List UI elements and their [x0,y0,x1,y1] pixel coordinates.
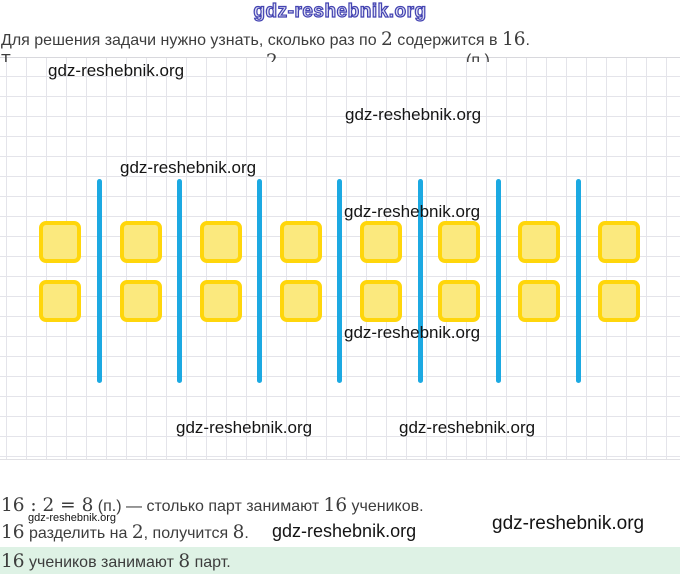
student-square [120,221,162,263]
student-square [518,221,560,263]
site-watermark: gdz-reshebnik.org [344,202,481,221]
text-segment: содержится в [392,32,502,49]
answer-text: 16 учеников занимают 8 парт. [1,550,231,573]
student-square [598,221,640,263]
math-number: 2 [131,522,144,543]
student-square [39,280,81,322]
math-number: 16 [501,29,526,50]
site-watermark-header: gdz-reshebnik.org [253,0,427,22]
math-number: 16 [1,551,25,572]
desk-divider-line [576,179,581,383]
text-segment: учеников занимают [24,554,179,571]
clipped-text: (п.) [466,53,490,62]
text-segment: , получится [143,525,233,542]
student-square [438,280,480,322]
solution-line-2: 16 разделить на 2, получится 8. [1,521,249,544]
clipped-text: 2 [266,53,278,62]
site-watermark: gdz-reshebnik.org [344,323,481,342]
student-square [200,280,242,322]
student-square [518,280,560,322]
site-watermark: gdz-reshebnik.org [48,61,185,80]
desk-divider-line [496,179,501,383]
student-square [280,280,322,322]
student-square [598,280,640,322]
math-number: 16 : 2 = 8 [1,495,94,516]
clipped-line-fragment: 2 [266,53,278,62]
student-square [200,221,242,263]
intro-text: Для решения задачи нужно узнать, сколько… [1,28,530,51]
student-square [438,221,480,263]
math-number: 2 [381,29,393,50]
clipped-line-fragment: Т [1,53,11,62]
site-watermark: gdz-reshebnik.org [28,512,117,524]
text-segment: . [525,32,530,49]
math-number: 16 [1,522,25,543]
math-number: 8 [232,522,245,543]
math-number: 8 [178,551,191,572]
site-watermark: gdz-reshebnik.org [176,418,313,437]
student-square [120,280,162,322]
text-segment: разделить на [24,525,132,542]
student-square [360,221,402,263]
text-segment: учеников. [347,498,424,515]
desk-divider-line [418,179,423,383]
solution-line-1: 16 : 2 = 8 (п.) — столько парт занимают … [1,494,424,517]
text-segment: Для решения задачи нужно узнать, сколько… [1,32,382,49]
clipped-text: Т [1,53,11,62]
text-segment: парт. [190,554,231,571]
text-segment: (п.) — столько парт занимают [93,498,324,515]
desk-divider-line [97,179,102,383]
answer-highlight-band [0,547,680,574]
math-number: 16 [323,495,348,516]
text-segment: . [244,525,249,542]
student-square [280,221,322,263]
desk-divider-line [177,179,182,383]
desk-divider-line [337,179,342,383]
site-watermark: gdz-reshebnik.org [399,418,536,437]
student-square [360,280,402,322]
clipped-line-fragment: (п.) [466,53,490,62]
site-watermark: gdz-reshebnik.org [492,513,645,534]
student-square [39,221,81,263]
desk-divider-line [257,179,262,383]
site-watermark: gdz-reshebnik.org [272,521,417,541]
site-watermark: gdz-reshebnik.org [120,158,257,177]
site-watermark: gdz-reshebnik.org [345,105,482,124]
